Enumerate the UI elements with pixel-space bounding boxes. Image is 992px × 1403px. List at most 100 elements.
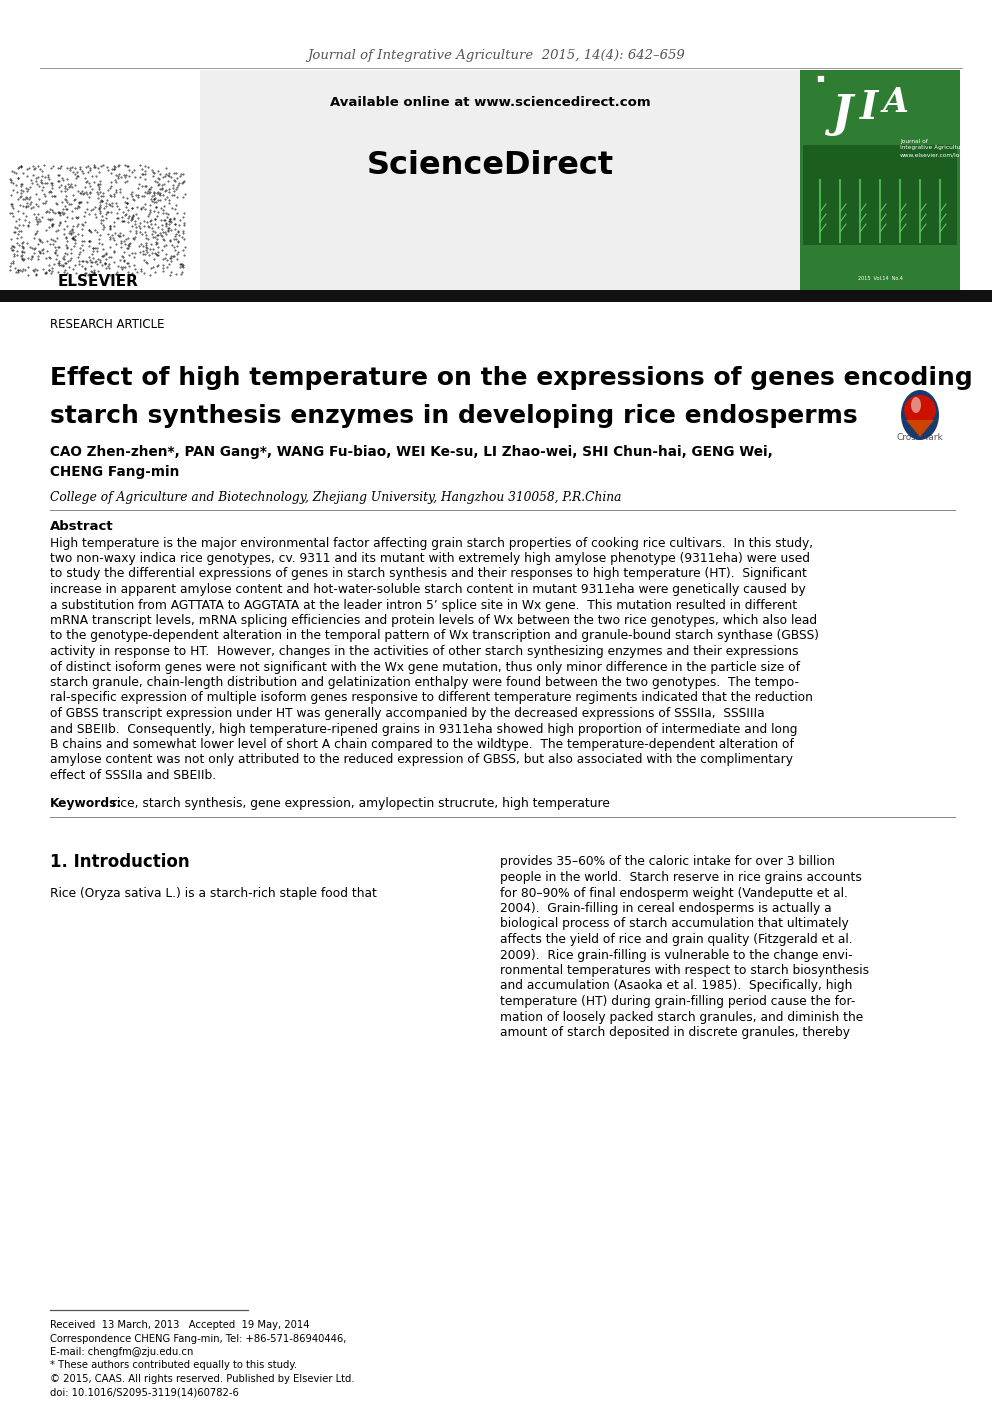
Point	[76, 205, 92, 227]
Point	[166, 227, 182, 250]
Point	[13, 156, 29, 178]
Point	[40, 171, 56, 194]
Point	[125, 205, 141, 227]
Point	[2, 202, 18, 224]
Point	[112, 178, 128, 201]
Point	[32, 230, 48, 253]
Point	[137, 168, 153, 191]
Point	[32, 157, 48, 180]
Text: amylose content was not only attributed to the reduced expression of GBSS, but a: amylose content was not only attributed …	[50, 753, 793, 766]
Point	[158, 163, 174, 185]
Point	[138, 251, 154, 274]
Point	[44, 171, 60, 194]
Point	[127, 213, 143, 236]
Point	[163, 166, 179, 188]
Text: ScienceDirect: ScienceDirect	[366, 150, 614, 181]
Point	[64, 227, 80, 250]
Point	[15, 180, 31, 202]
Point	[83, 164, 99, 187]
Point	[141, 180, 157, 202]
Point	[124, 208, 140, 230]
Point	[175, 253, 190, 275]
Point	[160, 202, 176, 224]
Point	[26, 241, 42, 264]
Point	[137, 154, 153, 177]
Text: starch granule, chain-length distribution and gelatinization enthalpy were found: starch granule, chain-length distributio…	[50, 676, 799, 689]
Point	[124, 206, 140, 229]
Point	[34, 164, 50, 187]
Point	[106, 229, 122, 251]
Point	[175, 261, 190, 283]
Point	[29, 262, 45, 285]
Point	[110, 254, 126, 276]
Point	[70, 205, 86, 227]
Point	[55, 168, 70, 191]
Text: CHENG Fang-min: CHENG Fang-min	[50, 464, 180, 478]
Point	[144, 216, 160, 239]
Point	[158, 243, 174, 265]
Point	[113, 236, 129, 258]
Point	[135, 240, 151, 262]
Point	[3, 168, 19, 191]
Point	[72, 240, 88, 262]
Point	[57, 244, 72, 267]
Point	[44, 185, 60, 208]
Point	[15, 237, 31, 260]
Point	[137, 175, 153, 198]
Point	[137, 198, 153, 220]
Point	[142, 209, 158, 231]
Point	[10, 260, 26, 282]
Point	[133, 196, 149, 219]
Point	[150, 205, 166, 227]
Point	[43, 180, 59, 202]
Point	[163, 219, 179, 241]
Point	[29, 222, 45, 244]
Point	[106, 157, 122, 180]
Point	[66, 254, 82, 276]
Point	[96, 244, 112, 267]
Point	[168, 213, 184, 236]
Point	[6, 243, 22, 265]
Point	[77, 167, 93, 189]
Point	[154, 177, 170, 199]
Point	[62, 192, 78, 215]
Point	[108, 233, 124, 255]
Point	[117, 203, 133, 226]
Point	[58, 180, 73, 202]
Point	[95, 217, 111, 240]
Point	[28, 258, 44, 281]
Point	[175, 255, 190, 278]
Point	[101, 253, 117, 275]
Text: and SBEIIb.  Consequently, high temperature-ripened grains in 9311eha showed hig: and SBEIIb. Consequently, high temperatu…	[50, 723, 798, 735]
Point	[143, 257, 159, 279]
Point	[34, 178, 50, 201]
Point	[78, 182, 94, 205]
Text: ral-specific expression of multiple isoform genes responsive to different temper: ral-specific expression of multiple isof…	[50, 692, 812, 704]
Point	[171, 173, 186, 195]
Point	[148, 195, 164, 217]
Polygon shape	[906, 419, 934, 436]
Point	[128, 184, 144, 206]
Point	[162, 209, 178, 231]
Point	[86, 262, 102, 285]
Point	[88, 164, 104, 187]
Text: Received  13 March, 2013   Accepted  19 May, 2014: Received 13 March, 2013 Accepted 19 May,…	[50, 1320, 310, 1330]
Point	[39, 219, 55, 241]
Point	[143, 233, 159, 255]
Point	[155, 198, 171, 220]
Point	[69, 208, 85, 230]
Point	[12, 185, 28, 208]
Point	[23, 170, 39, 192]
Point	[69, 223, 85, 246]
Point	[124, 196, 140, 219]
Point	[133, 233, 149, 255]
Point	[144, 184, 160, 206]
Point	[106, 240, 122, 262]
Point	[172, 209, 187, 231]
Text: starch synthesis enzymes in developing rice endosperms: starch synthesis enzymes in developing r…	[50, 404, 858, 428]
Point	[161, 178, 177, 201]
Point	[20, 166, 36, 188]
Text: people in the world.  Starch reserve in rice grains accounts: people in the world. Starch reserve in r…	[500, 871, 862, 884]
Point	[48, 202, 63, 224]
Point	[29, 173, 45, 195]
